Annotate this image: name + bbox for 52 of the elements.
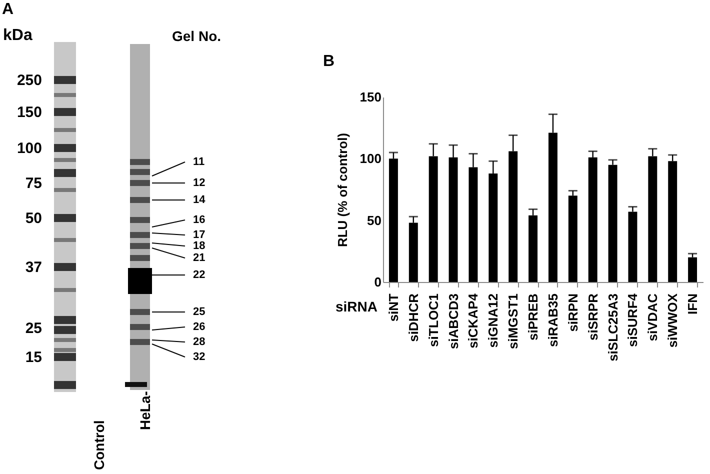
x-tick-label: siDHCR (406, 292, 421, 342)
text: 50 (25, 210, 42, 226)
x-tick-label: siRPN (565, 294, 580, 332)
text: 26 (193, 320, 206, 332)
bar (568, 196, 578, 282)
text: 15 (25, 348, 42, 366)
text: 25 (193, 306, 206, 318)
text: 250 (16, 72, 42, 88)
text: 17 (193, 228, 206, 240)
text: 12 (193, 176, 206, 188)
text: Gel No. (172, 28, 222, 44)
text: Control (91, 420, 107, 470)
y-tick-label: 50 (367, 212, 382, 228)
text: 22 (193, 268, 206, 280)
text: 25 (25, 320, 42, 336)
text: 150 (16, 104, 42, 120)
x-tick-label: siRAB35 (545, 294, 560, 347)
x-tick-label: siTLOC1 (426, 294, 441, 347)
bar (628, 212, 638, 282)
text: 11 (193, 156, 205, 168)
text: A (2, 1, 14, 18)
x-tick-label: siGNA12 (486, 294, 501, 348)
chart-title: B (323, 53, 335, 70)
x-tick-label: siNT (386, 293, 401, 322)
text: kDa (3, 27, 32, 44)
x-tick-label: siVDAC (645, 292, 660, 342)
x-tick-label: siSLC25A3 (605, 294, 620, 362)
text: HeLa- (137, 391, 153, 430)
x-tick-label: siCKAP4 (466, 292, 481, 348)
text: 100 (16, 140, 42, 156)
x-tick-label: siSRPR (585, 292, 600, 340)
text: 14 (193, 194, 206, 206)
text: 21 (193, 252, 206, 264)
y-tick-label: 150 (360, 90, 382, 104)
text: 28 (193, 336, 206, 348)
text: 32 (193, 350, 206, 362)
x-tick-label: siSURF4 (625, 292, 640, 347)
bar (608, 164, 618, 282)
x-tick-label: siABCD3 (446, 294, 461, 350)
text: 37 (25, 258, 42, 276)
y-tick-label: 0 (374, 274, 382, 290)
bar (688, 257, 698, 282)
x-axis-title: siRNA (335, 298, 378, 314)
x-tick-label: siMGST1 (506, 294, 521, 350)
y-axis-title: RLU (% of control) (334, 132, 350, 248)
y-tick-label: 100 (360, 151, 382, 166)
text: 16 (193, 214, 206, 226)
text: 75 (25, 174, 42, 192)
x-tick-label: IFN (685, 294, 700, 314)
x-tick-label: siWWOX (665, 293, 680, 348)
text: 18 (193, 240, 206, 252)
x-tick-label: siPREB (526, 294, 541, 340)
